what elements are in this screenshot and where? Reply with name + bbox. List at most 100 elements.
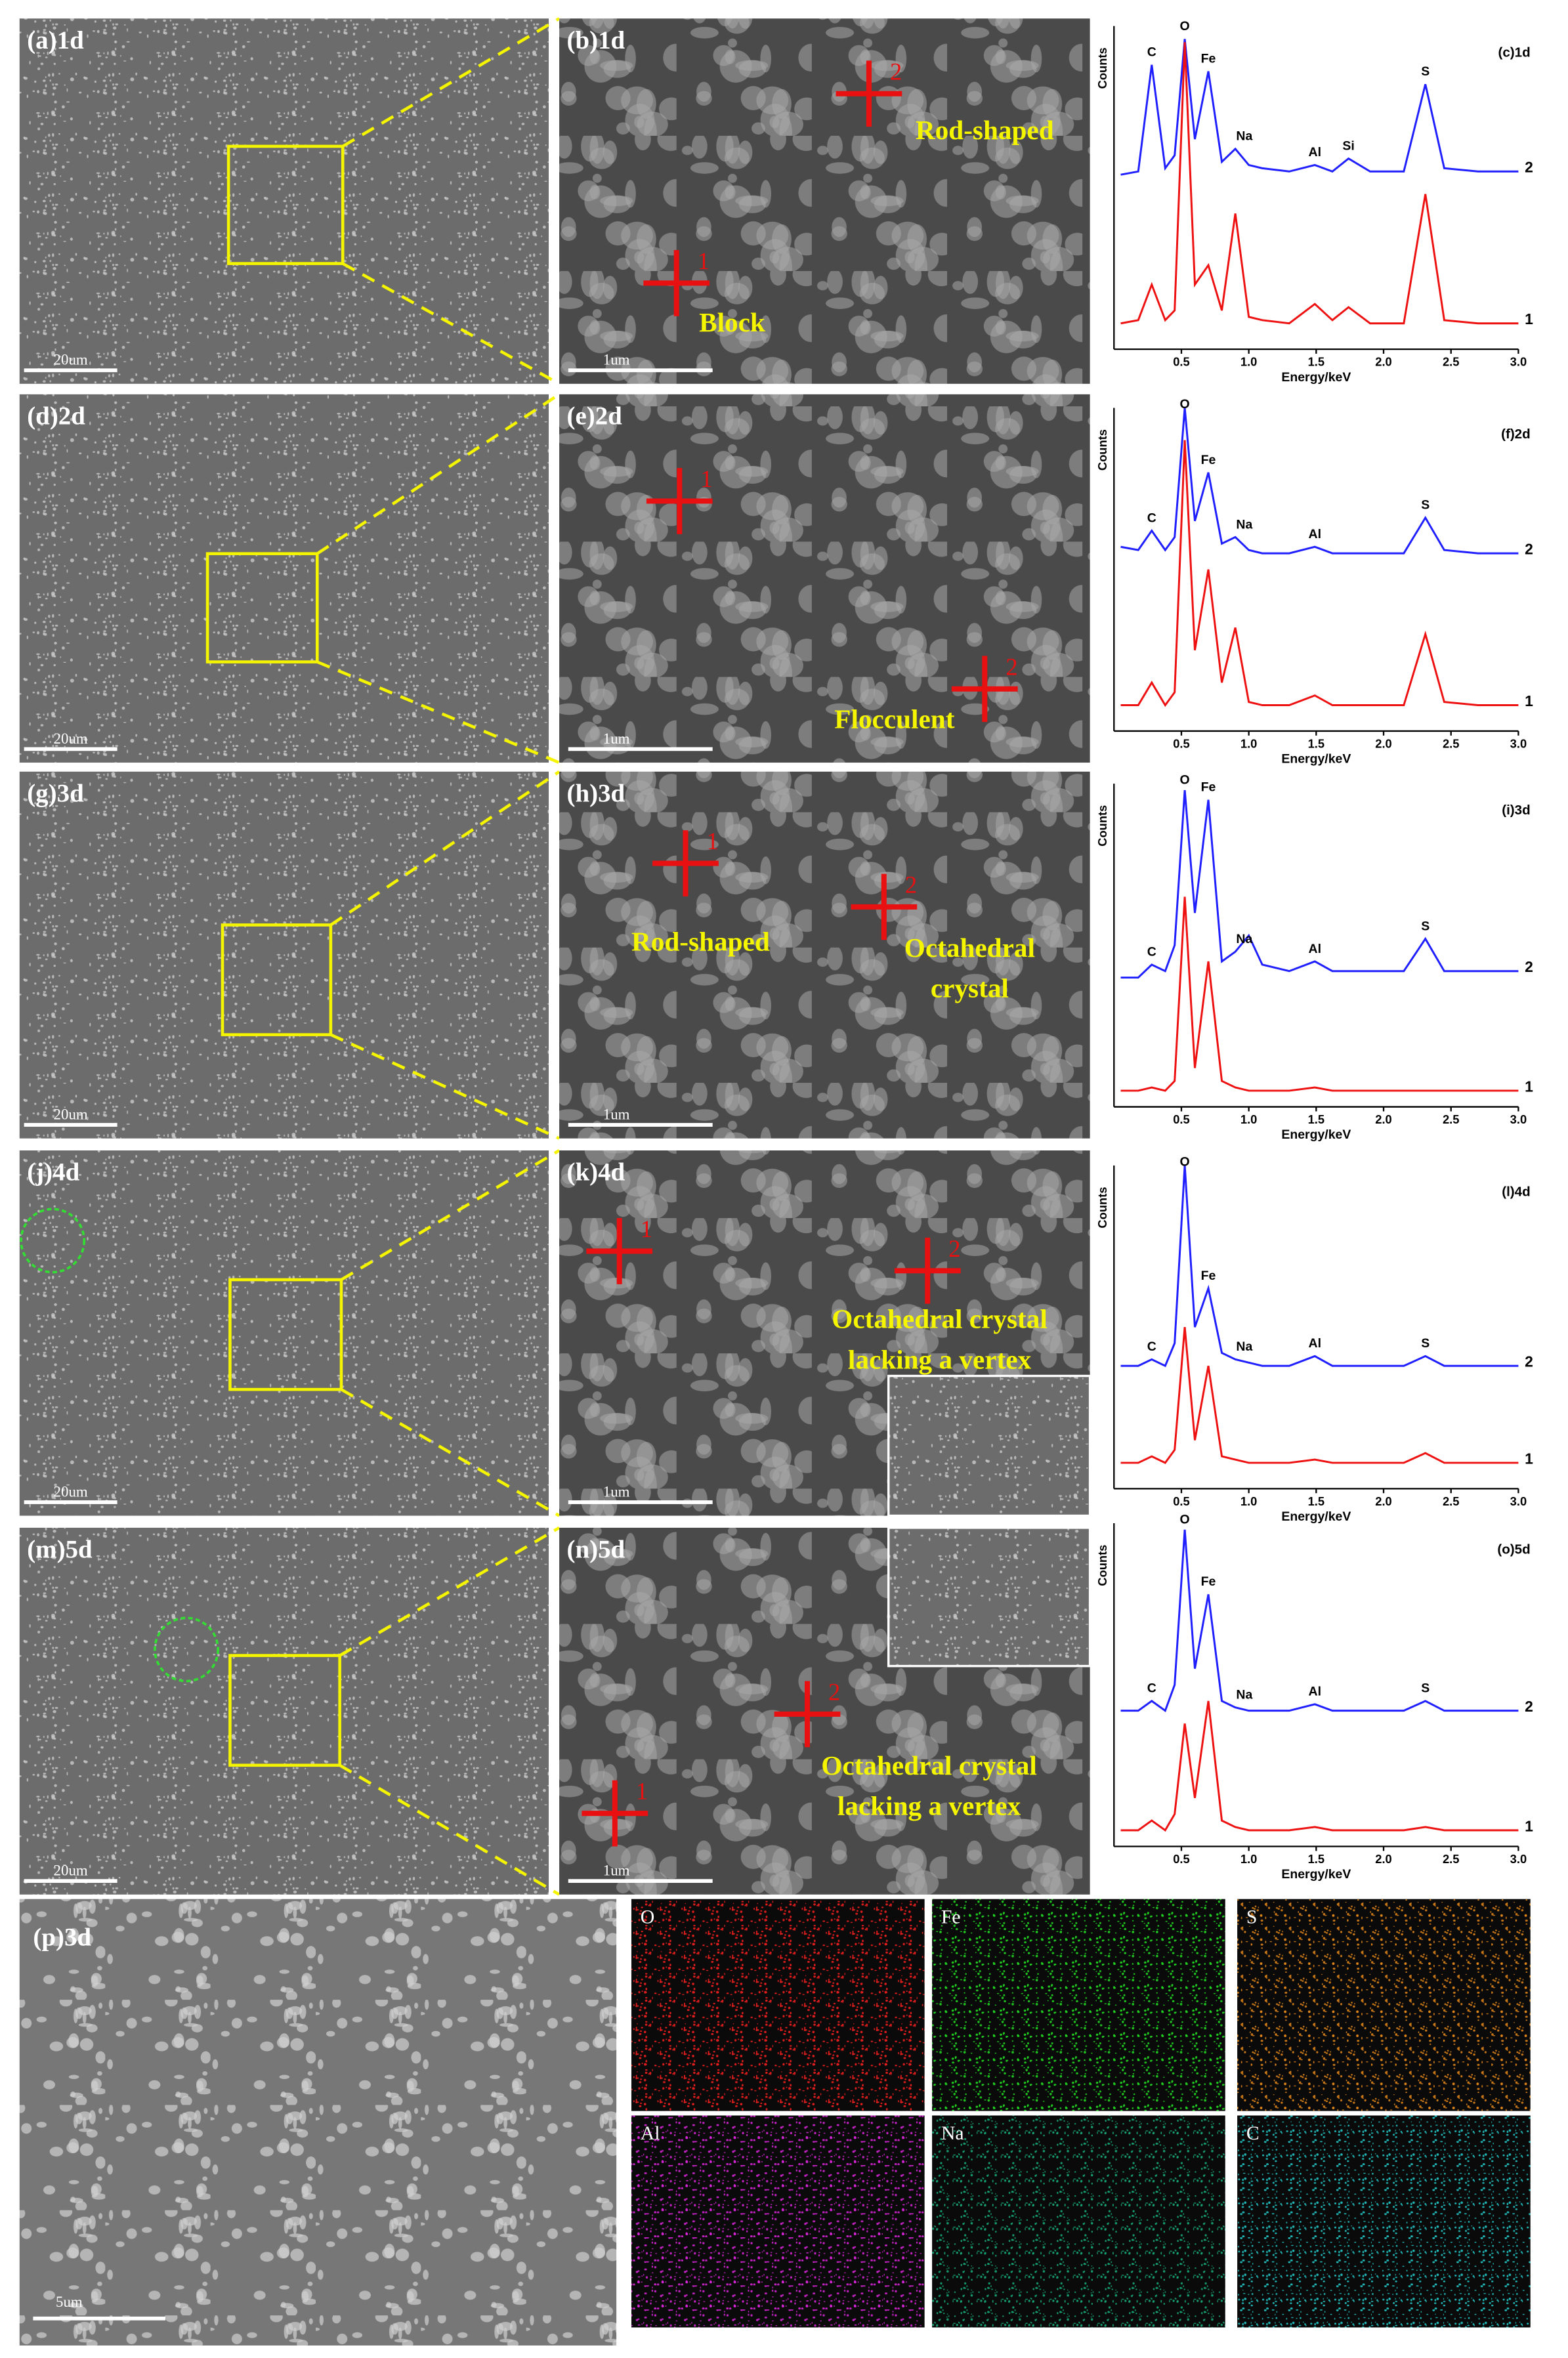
panel-label: (d)2d — [27, 402, 85, 430]
series-label: 2 — [1525, 159, 1533, 176]
map-label: Fe — [941, 1906, 961, 1927]
element-label: C — [1147, 45, 1156, 60]
element-label: Fe — [1201, 1574, 1216, 1589]
point-label: 2 — [1006, 653, 1017, 680]
x-tick-label: 1.0 — [1240, 1852, 1257, 1866]
map-label: O — [641, 1906, 655, 1927]
x-tick-label: 1.0 — [1240, 355, 1257, 369]
annotation: Octahedral crystal — [832, 1304, 1048, 1334]
element-label: S — [1421, 498, 1430, 513]
element-map — [932, 1899, 1225, 2111]
x-tick-label: 2.5 — [1443, 736, 1459, 750]
x-tick-label: 0.5 — [1173, 736, 1189, 750]
element-label: S — [1421, 919, 1430, 933]
x-tick-label: 2.5 — [1443, 1112, 1459, 1126]
panel-label: (i)3d — [1502, 803, 1531, 818]
spectrum-line — [1120, 39, 1519, 176]
annotation: Octahedral crystal — [821, 1750, 1037, 1780]
element-label: C — [1147, 1339, 1156, 1354]
spectrum-line — [1120, 408, 1519, 555]
sem-image — [19, 1899, 617, 2346]
zoom-line — [339, 1763, 561, 1896]
series-label: 2 — [1525, 1353, 1533, 1370]
point-label: 2 — [905, 872, 917, 898]
annotation: lacking a vertex — [848, 1344, 1032, 1374]
zoom-line — [339, 1526, 561, 1657]
x-tick-label: 3.0 — [1510, 1494, 1527, 1508]
annotation: lacking a vertex — [837, 1791, 1021, 1821]
panel-label: (l)4d — [1502, 1185, 1531, 1200]
scale-bar-label: 20um — [54, 352, 88, 368]
scale-bar-label: 1um — [603, 352, 630, 368]
spectrum-line — [1120, 896, 1519, 1092]
spectrum-line — [1120, 440, 1519, 707]
zoom-line — [316, 392, 561, 555]
highlight-circle — [154, 1616, 219, 1683]
annotation: Rod-shaped — [631, 927, 770, 957]
y-axis-label: Counts — [1095, 1545, 1109, 1586]
x-tick-label: 0.5 — [1173, 355, 1189, 369]
y-axis-label: Counts — [1095, 805, 1109, 847]
annotation: Block — [699, 307, 765, 337]
x-axis-label: Energy/keV — [1281, 1509, 1351, 1524]
zoom-box — [226, 144, 345, 265]
panel-label: (p)3d — [33, 1923, 91, 1951]
sem-detail — [559, 394, 1090, 763]
annotation: Octahedral — [904, 933, 1035, 963]
scale-bar-label: 20um — [54, 730, 88, 747]
element-label: Fe — [1201, 453, 1216, 467]
x-tick-label: 1.0 — [1240, 1494, 1257, 1508]
series-label: 1 — [1525, 1817, 1533, 1834]
element-label: Al — [1309, 1685, 1321, 1699]
zoom-box — [205, 552, 319, 663]
series-label: 2 — [1525, 958, 1533, 975]
x-tick-label: 3.0 — [1510, 1112, 1527, 1126]
sem-image — [19, 18, 549, 384]
panel-label: (h)3d — [567, 779, 625, 807]
x-axis-label: Energy/keV — [1281, 1867, 1351, 1882]
element-label: O — [1180, 1513, 1190, 1527]
element-label: Fe — [1201, 1269, 1216, 1283]
x-tick-label: 1.5 — [1308, 736, 1324, 750]
y-axis-label: Counts — [1095, 47, 1109, 89]
scale-bar-label: 20um — [54, 1106, 88, 1123]
zoom-line — [329, 1033, 561, 1140]
series-label: 2 — [1525, 1698, 1533, 1715]
series-label: 2 — [1525, 541, 1533, 558]
element-map — [631, 1899, 925, 2111]
point-label: 2 — [828, 1679, 840, 1706]
sem-image — [19, 771, 549, 1139]
spectrum-line — [1120, 42, 1519, 325]
element-map — [631, 2115, 925, 2328]
element-label: Na — [1236, 129, 1252, 144]
zoom-box — [228, 1654, 341, 1767]
element-label: Fe — [1201, 780, 1216, 795]
x-tick-label: 2.0 — [1375, 1852, 1391, 1866]
zoom-line — [342, 262, 561, 385]
spectrum-line — [1120, 1326, 1519, 1464]
zoom-box — [228, 1278, 343, 1391]
zoom-line — [340, 1388, 561, 1517]
point-label: 2 — [890, 58, 902, 85]
element-label: O — [1180, 773, 1190, 788]
scale-bar-label: 5um — [56, 2294, 83, 2310]
x-tick-label: 2.0 — [1375, 736, 1391, 750]
x-tick-label: 3.0 — [1510, 736, 1527, 750]
scale-bar-label: 20um — [54, 1483, 88, 1500]
map-label: C — [1246, 2122, 1260, 2144]
element-label: Fe — [1201, 51, 1216, 66]
element-label: Na — [1236, 932, 1252, 946]
annotation: crystal — [931, 973, 1009, 1003]
element-label: Na — [1236, 1688, 1252, 1702]
element-map — [932, 2115, 1225, 2328]
panel-label: (f)2d — [1501, 427, 1531, 442]
panel-label: (g)3d — [27, 779, 84, 807]
sem-image — [19, 1150, 549, 1516]
element-label: Al — [1309, 1336, 1321, 1351]
scale-bar-label: 20um — [54, 1863, 88, 1879]
x-tick-label: 0.5 — [1173, 1494, 1189, 1508]
sem-image — [19, 1527, 549, 1895]
x-tick-label: 1.5 — [1308, 1494, 1324, 1508]
x-tick-label: 3.0 — [1510, 1852, 1527, 1866]
